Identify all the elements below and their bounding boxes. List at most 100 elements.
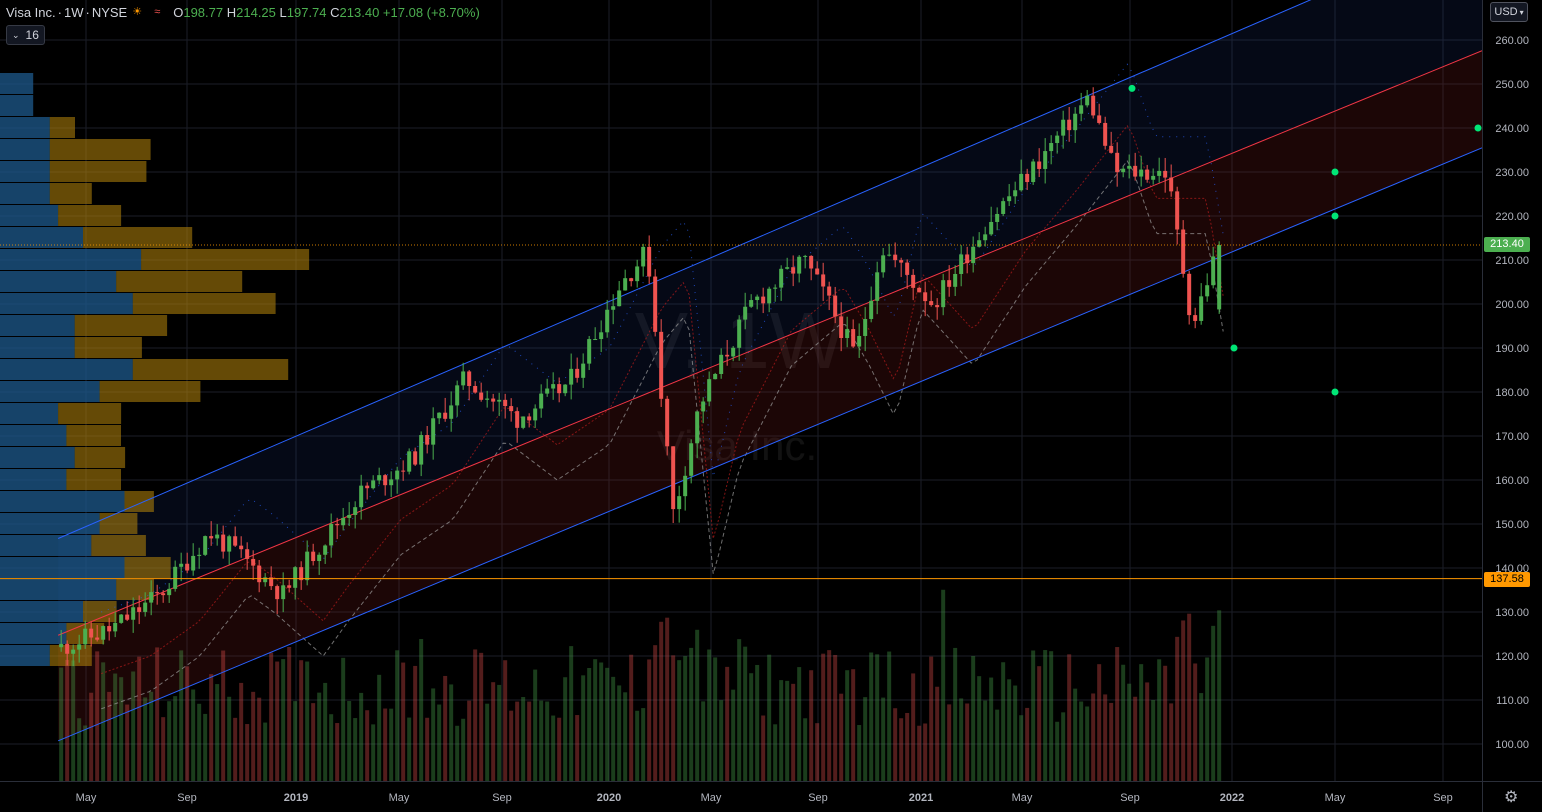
candle-body xyxy=(1205,285,1210,297)
price-tick-label: 150.00 xyxy=(1495,519,1529,531)
volume-bar xyxy=(761,715,766,781)
volume-bar xyxy=(1211,625,1216,781)
candle-body xyxy=(593,339,598,341)
volume-bar xyxy=(1127,683,1132,781)
price-tick-label: 200.00 xyxy=(1495,299,1529,311)
candle-body xyxy=(563,384,568,394)
volume-profile-bar xyxy=(124,557,171,578)
price-tick-label: 210.00 xyxy=(1495,255,1529,267)
candle-body xyxy=(1187,273,1192,316)
chart-pane[interactable]: V, 1W Visa Inc. xyxy=(0,0,1482,781)
candle-body xyxy=(1157,170,1162,176)
candles xyxy=(59,87,1222,667)
volume-bar xyxy=(1205,657,1210,781)
volume-profile-bar xyxy=(141,249,310,270)
candle-body xyxy=(347,514,352,518)
channel-lower-line xyxy=(57,147,1482,742)
indicators-toggle-button[interactable]: ⌄ 16 xyxy=(6,25,45,45)
candle-body xyxy=(1211,256,1216,286)
price-tick-label: 190.00 xyxy=(1495,343,1529,355)
lower-step-line xyxy=(101,160,1224,710)
volume-bar xyxy=(845,670,850,781)
candle-body xyxy=(77,644,82,650)
candle-body xyxy=(365,485,370,489)
candle-body xyxy=(473,385,478,393)
candle-body xyxy=(1055,135,1060,144)
candle-body xyxy=(875,272,880,301)
volume-bar xyxy=(527,701,532,781)
open-value: 198.77 xyxy=(183,4,224,20)
candle-body xyxy=(995,213,1000,222)
volume-bar xyxy=(191,689,196,781)
candle-body xyxy=(137,607,142,612)
change-value: +17.08 (+8.70%) xyxy=(382,4,480,20)
volume-profile-bar xyxy=(0,249,142,270)
candle-body xyxy=(959,254,964,274)
candle-body xyxy=(227,536,232,552)
volume-bar xyxy=(1055,721,1060,781)
candle-body xyxy=(437,412,442,419)
volume-bar xyxy=(755,664,760,781)
volume-profile-bar xyxy=(0,139,50,160)
candle-body xyxy=(425,435,430,445)
volume-bar xyxy=(1121,664,1126,781)
symbol-legend: Visa Inc. · 1W · NYSE ☀ ≈ O198.77 H214.2… xyxy=(6,4,480,20)
volume-bar xyxy=(533,669,538,781)
currency-selector[interactable]: USD ▾ xyxy=(1490,2,1528,22)
time-tick-label: 2021 xyxy=(909,792,933,804)
volume-bar xyxy=(1109,702,1114,781)
candle-body xyxy=(461,371,466,386)
volume-bar xyxy=(923,723,928,781)
volume-bar xyxy=(467,700,472,781)
volume-profile-bar xyxy=(0,161,50,182)
candle-body xyxy=(557,384,562,394)
candle-body xyxy=(779,268,784,288)
pivot-point xyxy=(1474,124,1482,132)
volume-bar xyxy=(743,646,748,781)
volume-profile-bar xyxy=(74,447,126,468)
volume-profile-bar xyxy=(0,623,67,644)
candle-body xyxy=(827,286,832,296)
close-value: 213.40 xyxy=(339,4,380,20)
candle-body xyxy=(1193,315,1198,321)
volume-bar xyxy=(149,691,154,781)
candle-body xyxy=(605,309,610,333)
candle-body xyxy=(233,536,238,546)
volume-bar xyxy=(437,704,442,781)
candle-body xyxy=(1181,229,1186,274)
candle-body xyxy=(935,305,940,308)
time-axis[interactable]: May Sep 2019 May Sep 2020 May Sep 2021 May Sep 2022… xyxy=(0,781,1482,812)
candle-body xyxy=(497,399,502,402)
volume-bar xyxy=(353,718,358,781)
candle-body xyxy=(431,418,436,445)
volume-profile-bar xyxy=(99,381,201,402)
time-tick-label: 2019 xyxy=(284,792,308,804)
volume-bar xyxy=(941,589,946,781)
volume-bar xyxy=(497,684,502,781)
candle-body xyxy=(1199,296,1204,321)
candle-body xyxy=(767,288,772,304)
volume-bar xyxy=(119,677,124,781)
exchange-label: NYSE xyxy=(91,4,128,20)
indicator-count: 16 xyxy=(25,28,39,42)
price-tick-label: 130.00 xyxy=(1495,607,1529,619)
time-tick-label: Sep xyxy=(808,792,828,804)
symbol-name[interactable]: Visa Inc. xyxy=(6,4,56,20)
volume-bar xyxy=(929,656,934,781)
volume-bar xyxy=(809,670,814,781)
interval-label[interactable]: 1W xyxy=(63,4,84,20)
candle-body xyxy=(761,296,766,304)
candle-body xyxy=(953,273,958,287)
volume-bar xyxy=(143,697,148,781)
volume-bar xyxy=(377,674,382,781)
candle-body xyxy=(1001,201,1006,214)
market-status-icon: ☀ xyxy=(132,6,143,18)
candle-body xyxy=(1127,165,1132,169)
volume-bar xyxy=(773,724,778,781)
candle-body xyxy=(773,287,778,289)
gear-icon[interactable]: ⚙ xyxy=(1504,789,1519,806)
candle-body xyxy=(203,536,208,555)
channel-middle-line xyxy=(57,50,1482,636)
price-axis[interactable]: 260.00 250.00 240.00 230.00 220.00 210.00 200.… xyxy=(1482,0,1542,781)
